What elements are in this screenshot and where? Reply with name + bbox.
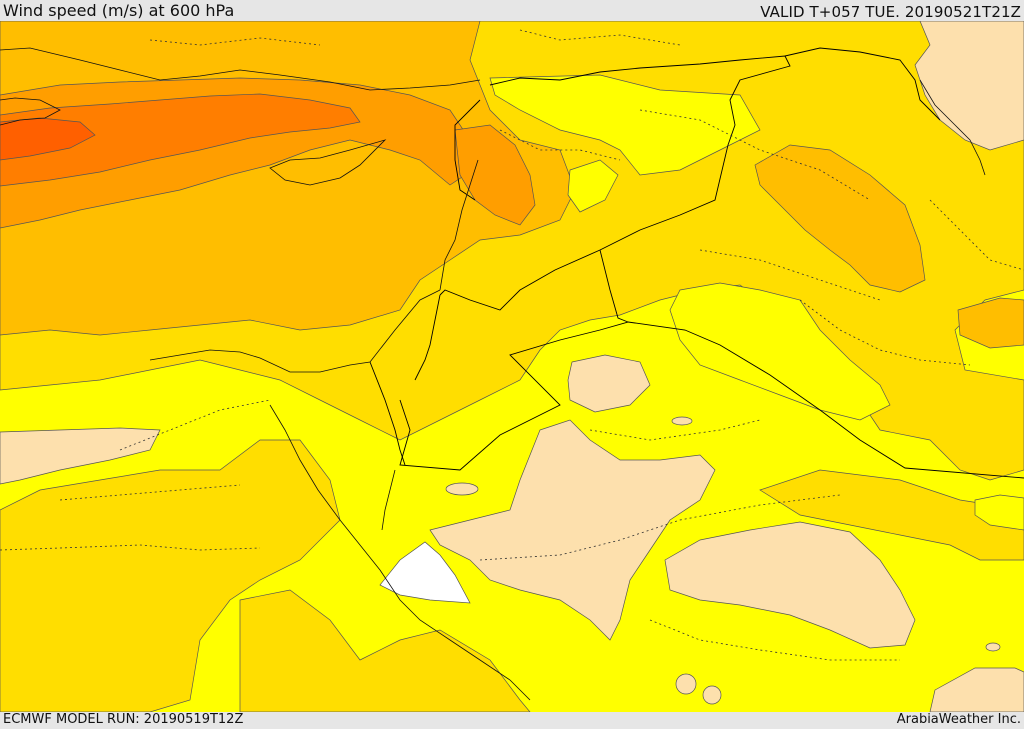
fill-elevated-east: [754, 144, 926, 293]
fill-very-low-spot-1: [671, 416, 693, 426]
header-bar: Wind speed (m/s) at 600 hPa VALID T+057 …: [0, 0, 1024, 21]
fill-moderate-east-lobe: [759, 469, 1024, 561]
fill-low-island-3: [669, 282, 891, 421]
fill-very-low-spot-5: [985, 642, 1001, 652]
coastlines: [0, 47, 986, 701]
fill-very-low-northeast: [914, 21, 1024, 151]
fill-very-high-core: [0, 93, 361, 187]
footer-bar: ECMWF MODEL RUN: 20190519T12Z ArabiaWeat…: [0, 712, 1024, 729]
wind-speed-map: [0, 21, 1024, 712]
fill-very-low-spot-3: [675, 673, 697, 695]
fill-highest-core: [0, 117, 96, 161]
fill-very-low-mid: [567, 354, 651, 413]
fill-moderate-south: [239, 589, 531, 712]
country-borders: [369, 47, 1024, 479]
fill-very-low-spot-2: [445, 482, 479, 496]
model-run-label: ECMWF MODEL RUN: 20190519T12Z: [3, 712, 244, 727]
fill-very-low-spot-4: [702, 685, 722, 705]
fill-low-island-2: [489, 74, 761, 176]
admin-boundaries: [0, 29, 1024, 661]
fill-elevated-far-east: [957, 297, 1024, 349]
fill-lowest-patch: [379, 541, 471, 604]
fill-very-low-southeast: [929, 667, 1024, 712]
fill-low-island-1: [567, 159, 619, 213]
fill-very-low-east: [664, 521, 916, 649]
fill-low-island-4: [974, 494, 1024, 531]
valid-time: VALID T+057 TUE. 20190521T21Z: [760, 3, 1021, 21]
map-canvas: [0, 21, 1024, 712]
map-title: Wind speed (m/s) at 600 hPa: [3, 1, 235, 20]
credit-label: ArabiaWeather Inc.: [896, 712, 1021, 727]
fill-very-low-center: [429, 419, 716, 641]
fill-very-low-west: [0, 427, 161, 485]
